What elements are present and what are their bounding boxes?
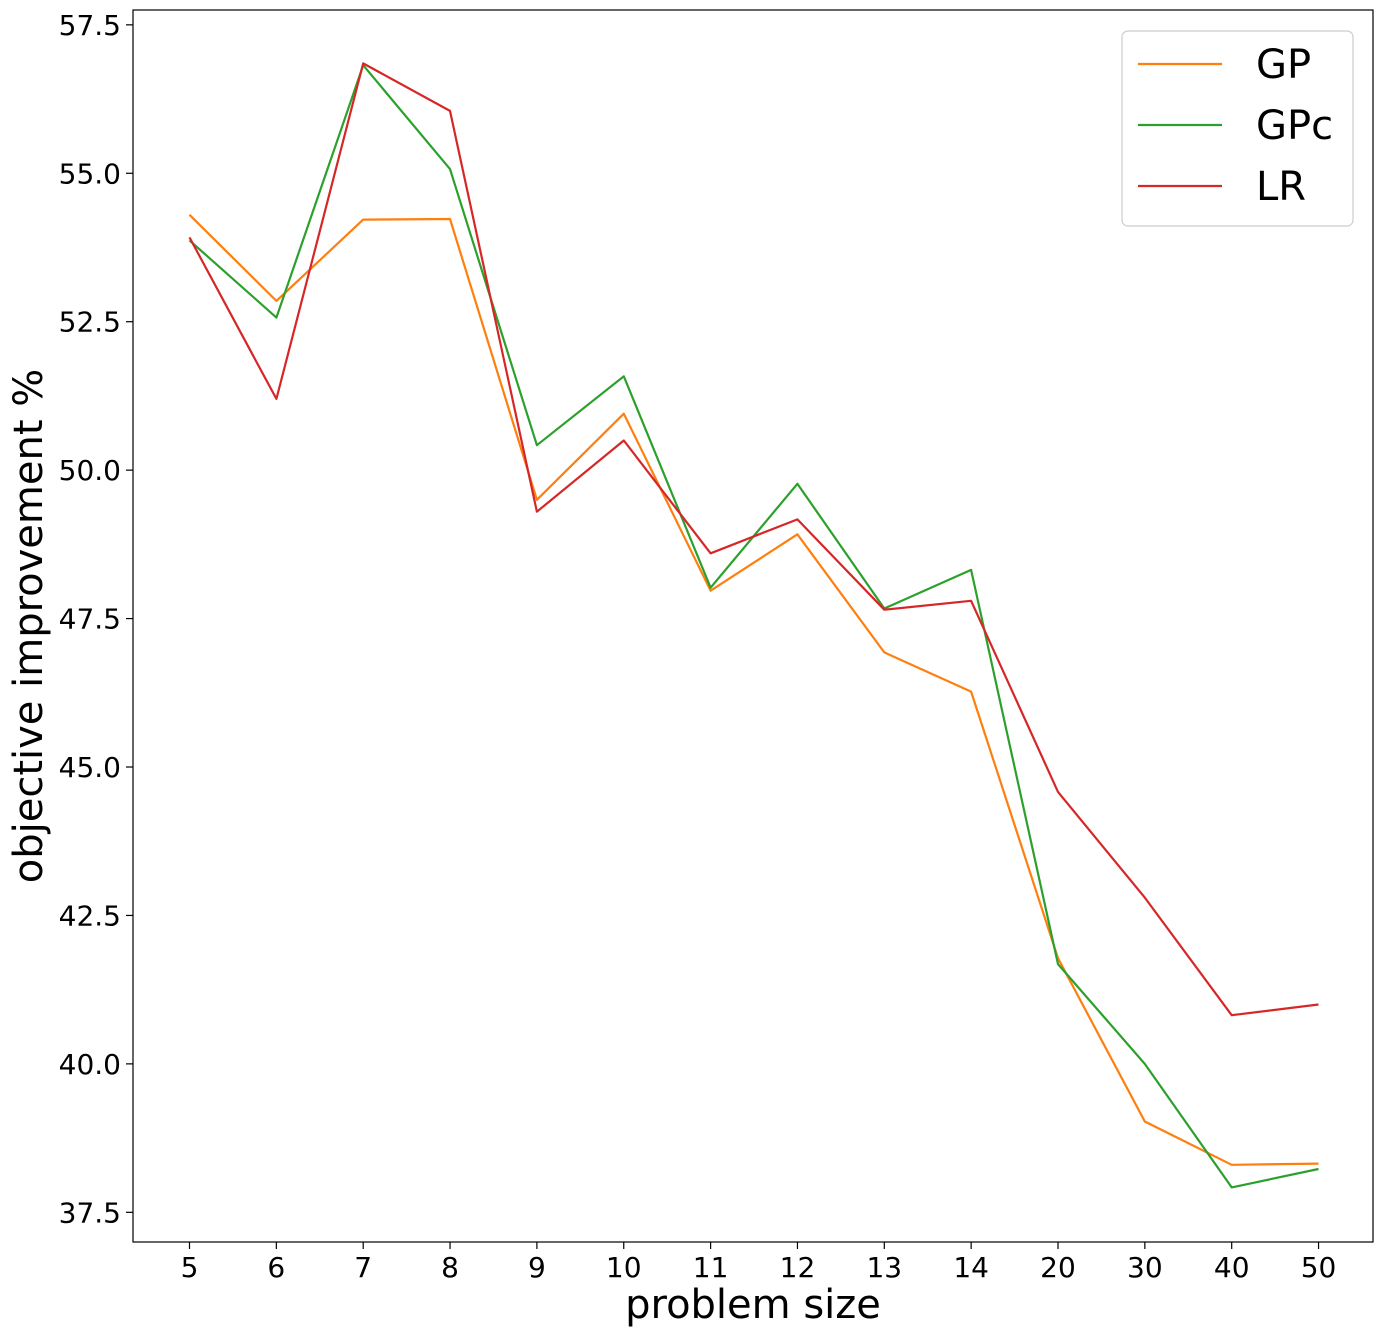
x-tick-label: 9 bbox=[528, 1251, 546, 1284]
x-tick-label: 6 bbox=[267, 1251, 285, 1284]
legend-frame bbox=[1121, 30, 1354, 227]
legend-label-lr: LR bbox=[1256, 164, 1306, 210]
x-tick-label: 40 bbox=[1214, 1251, 1250, 1284]
y-axis-label: objective improvement % bbox=[6, 369, 52, 884]
y-tick-label: 55.0 bbox=[59, 157, 121, 190]
y-tick-label: 42.5 bbox=[59, 899, 121, 932]
x-tick-label: 20 bbox=[1040, 1251, 1076, 1284]
x-tick-label: 13 bbox=[866, 1251, 902, 1284]
series-line-gp bbox=[188, 214, 1319, 1166]
x-tick-label: 11 bbox=[693, 1251, 729, 1284]
x-tick-label: 12 bbox=[780, 1251, 816, 1284]
y-tick-label: 52.5 bbox=[59, 306, 121, 339]
series-line-lr bbox=[188, 62, 1319, 1017]
x-tick-label: 5 bbox=[181, 1251, 199, 1284]
y-tick-label: 57.5 bbox=[59, 9, 121, 42]
x-tick-label: 30 bbox=[1127, 1251, 1163, 1284]
plot-frame bbox=[132, 9, 1374, 1243]
legend: GP GPc LR bbox=[1121, 30, 1354, 227]
legend-label-gp: GP bbox=[1256, 42, 1311, 88]
x-tick-label: 14 bbox=[953, 1251, 989, 1284]
y-axis-ticks: 37.5 40.0 42.5 45.0 47.5 50.0 52.5 55.0 57.5 bbox=[59, 9, 133, 1229]
x-axis-label: problem size bbox=[625, 1282, 881, 1328]
x-tick-label: 50 bbox=[1301, 1251, 1337, 1284]
y-tick-label: 50.0 bbox=[59, 454, 121, 487]
x-tick-label: 10 bbox=[606, 1251, 642, 1284]
series-lines bbox=[188, 62, 1319, 1189]
x-tick-label: 8 bbox=[441, 1251, 459, 1284]
x-tick-label: 7 bbox=[354, 1251, 372, 1284]
y-tick-label: 40.0 bbox=[59, 1048, 121, 1081]
x-axis-ticks: 5 6 7 8 9 10 11 12 13 14 20 30 40 50 bbox=[181, 1242, 1337, 1284]
y-tick-label: 37.5 bbox=[59, 1196, 121, 1229]
y-tick-label: 45.0 bbox=[59, 751, 121, 784]
legend-label-gpc: GPc bbox=[1256, 103, 1333, 149]
y-tick-label: 47.5 bbox=[59, 603, 121, 636]
